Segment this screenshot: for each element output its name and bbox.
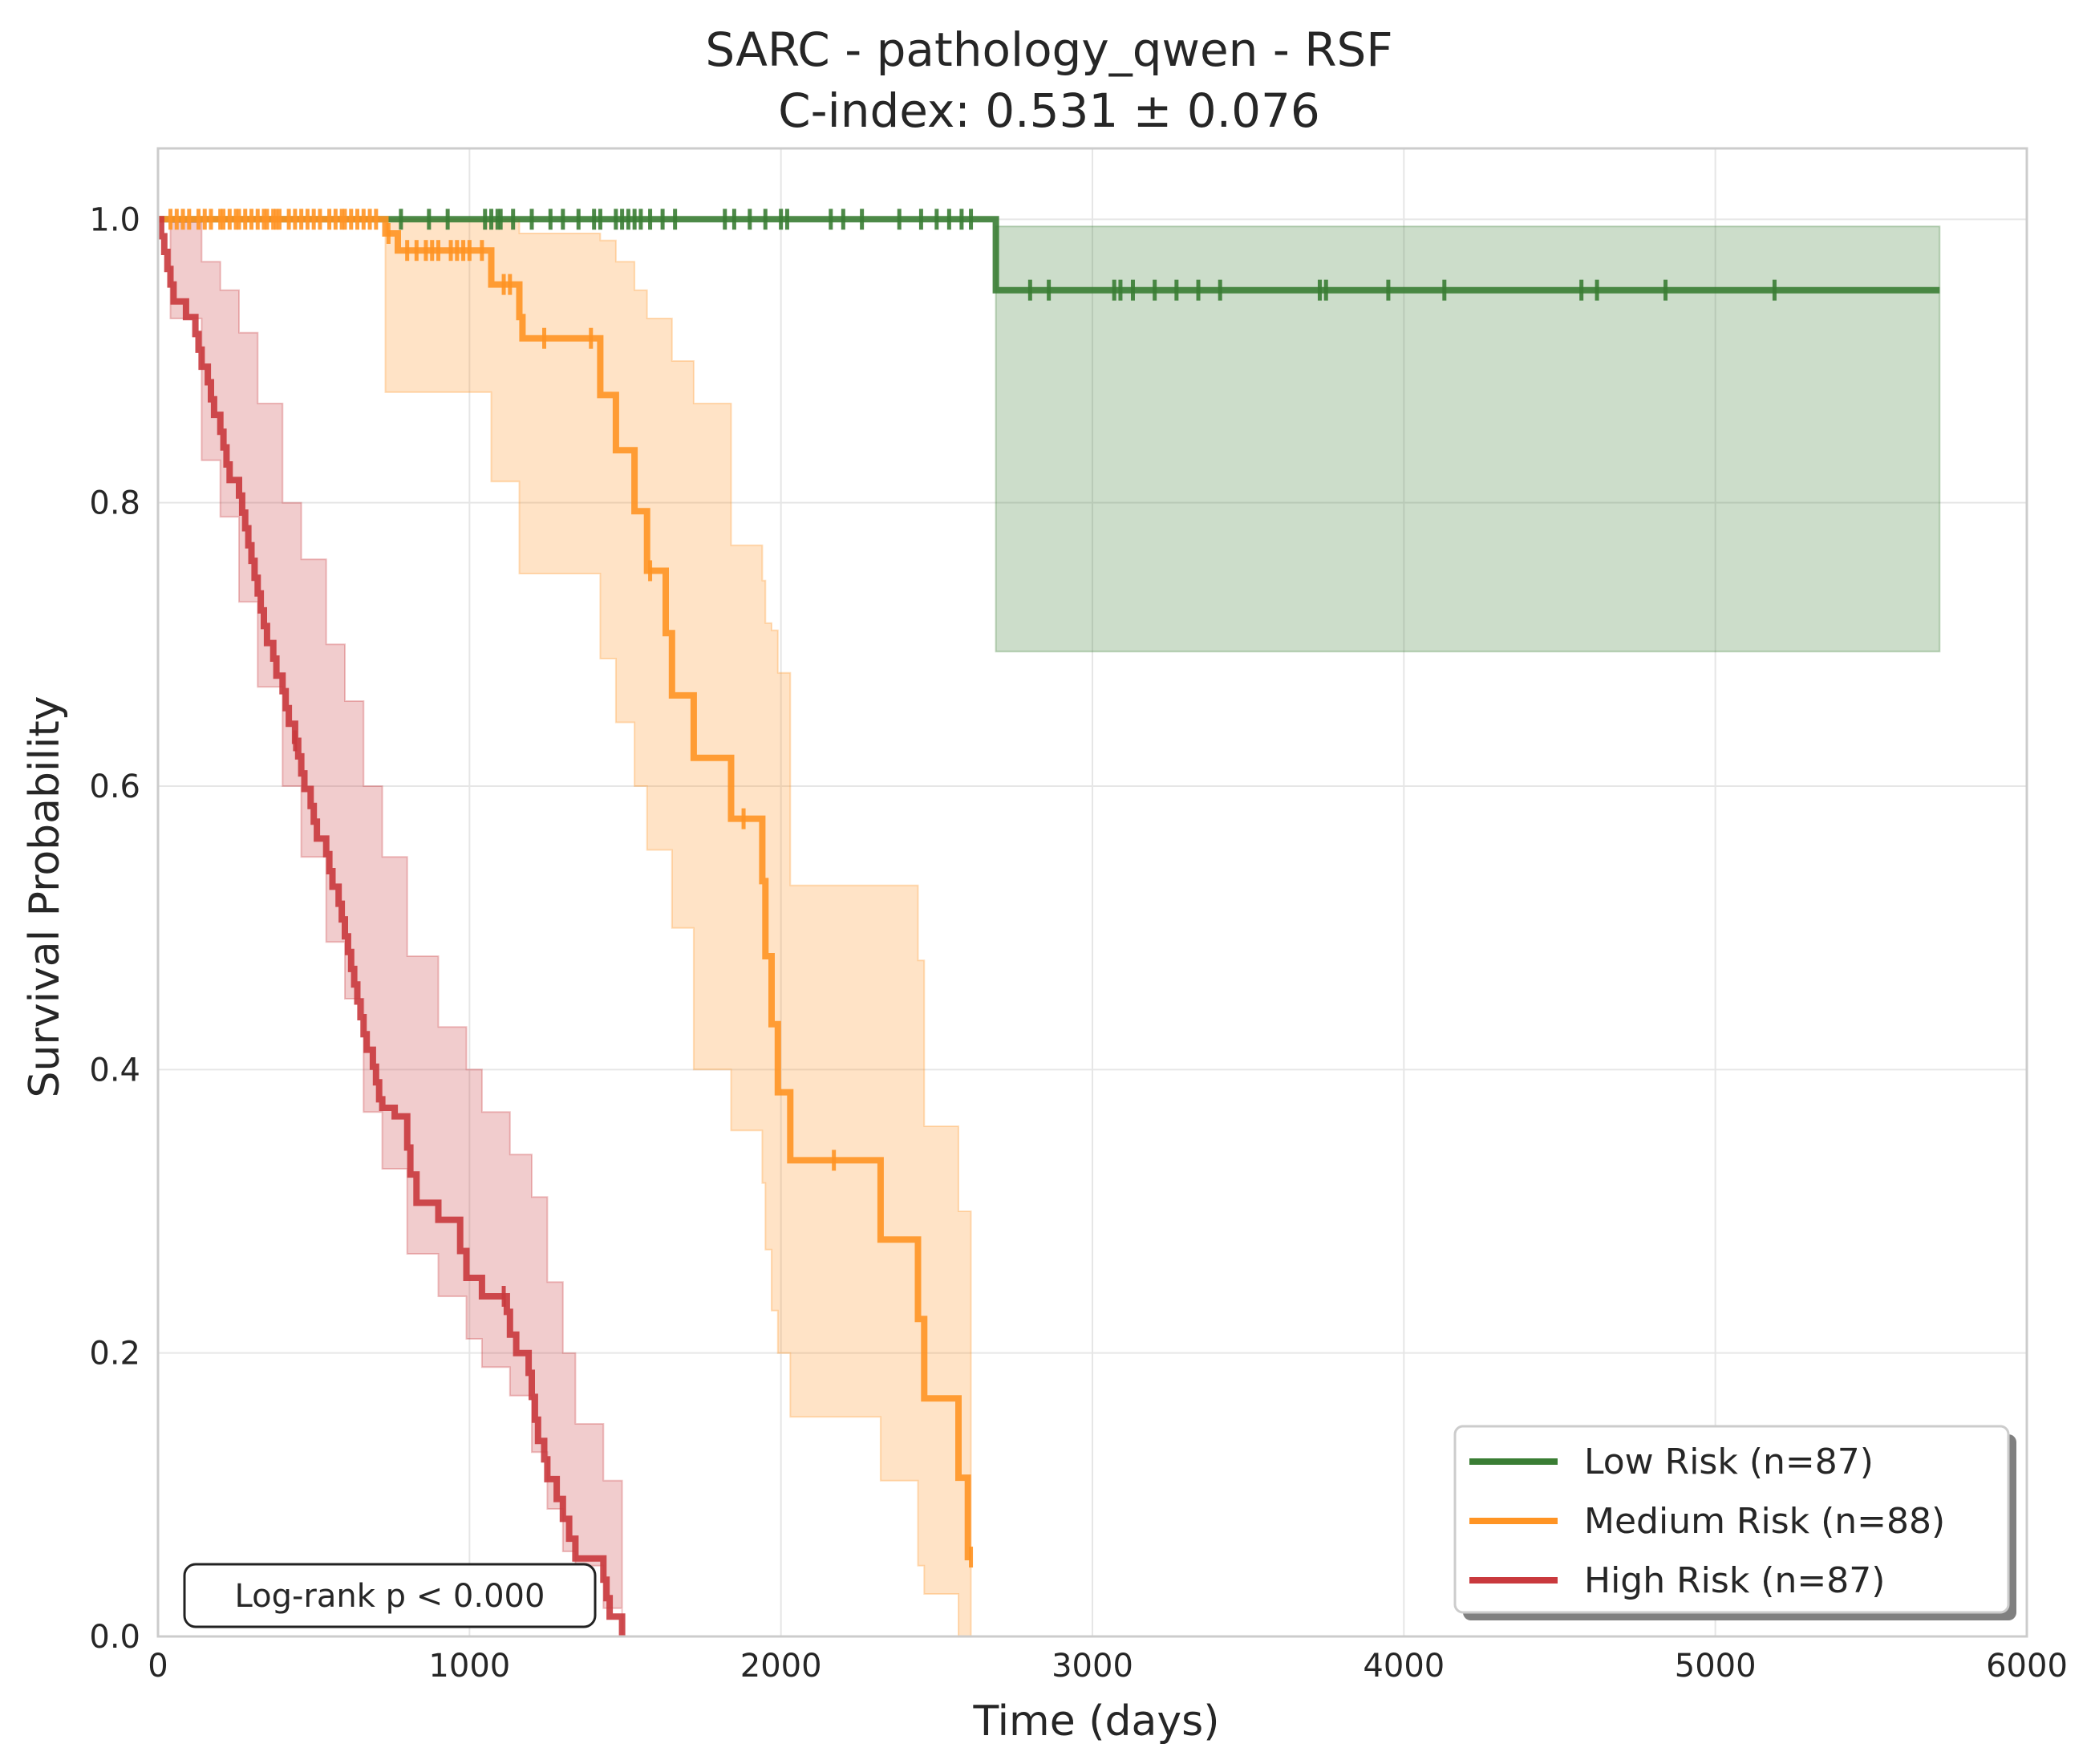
y-tick-label: 0.2 xyxy=(89,1336,140,1373)
confidence-bands xyxy=(158,218,1941,1637)
censor-marks xyxy=(168,209,1777,1568)
x-tick-label: 1000 xyxy=(428,1648,510,1685)
y-axis-label: Survival Probability xyxy=(21,695,69,1097)
y-tick-label: 0.8 xyxy=(89,485,140,522)
logrank-text: Log-rank p < 0.000 xyxy=(235,1578,545,1615)
chart-title: SARC - pathology_qwen - RSF xyxy=(705,22,1392,77)
x-tick-label: 5000 xyxy=(1675,1648,1757,1685)
ci-band-0 xyxy=(995,225,1941,653)
y-tick-label: 0.6 xyxy=(89,768,140,805)
legend-label-0: Low Risk (n=87) xyxy=(1584,1442,1874,1482)
logrank-box xyxy=(183,1563,597,1628)
legend-items: Low Risk (n=87) Medium Risk (n=88) High Ri… xyxy=(1469,1442,1945,1601)
axis-ticks: 0 1000 2000 3000 4000 5000 6000 0.0 0.2 0.4 0.6 0.8… xyxy=(89,201,2068,1685)
x-tick-label: 0 xyxy=(148,1648,168,1685)
x-tick-label: 2000 xyxy=(740,1648,822,1685)
legend-label-1: Medium Risk (n=88) xyxy=(1584,1501,1945,1542)
ci-band-2 xyxy=(158,218,623,1636)
survival-curve-2 xyxy=(157,216,626,1636)
legend-label-2: High Risk (n=87) xyxy=(1584,1560,1885,1601)
survival-curve-1 xyxy=(158,216,971,1561)
plot-frame xyxy=(156,147,2028,1638)
x-tick-label: 6000 xyxy=(1986,1648,2068,1685)
x-tick-label: 3000 xyxy=(1052,1648,1133,1685)
legend-box xyxy=(1453,1425,2010,1614)
y-tick-label: 0.0 xyxy=(89,1619,140,1656)
x-axis-label: Time (days) xyxy=(972,1697,1219,1746)
chart-subtitle: C-index: 0.531 ± 0.076 xyxy=(778,83,1320,138)
legend: Low Risk (n=87) Medium Risk (n=88) High Ri… xyxy=(1453,1425,2016,1620)
x-tick-label: 4000 xyxy=(1363,1648,1445,1685)
y-tick-label: 0.4 xyxy=(89,1052,140,1089)
y-tick-label: 1.0 xyxy=(89,201,140,238)
logrank-annotation: Log-rank p < 0.000 xyxy=(183,1563,597,1628)
